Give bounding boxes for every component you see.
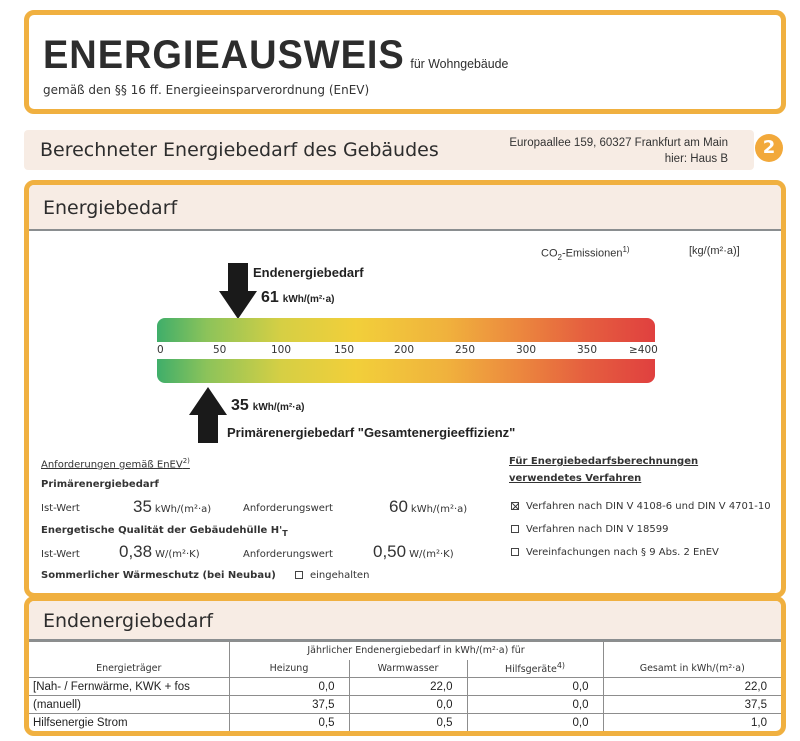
column-header-warmwasser: Warmwasser: [348, 659, 467, 678]
table-cell: 0,0: [466, 695, 604, 714]
primaerenergie-label: Primärenergiebedarf "Gesamtenergieeffizi…: [227, 425, 516, 440]
checkbox-icon[interactable]: [511, 548, 519, 556]
certificate-title: ENERGIEAUSWEIS für Wohngebäude: [43, 33, 508, 78]
table-cell: [Nah- / Fernwärme, KWK + fos: [29, 677, 230, 696]
energiebedarf-panel: Energiebedarf CO2-Emissionen1) [kg/(m²·a…: [24, 180, 786, 598]
panel-header: Energiebedarf: [29, 185, 781, 231]
table-row: [Nah- / Fernwärme, KWK + fos 0,0 22,0 0,…: [29, 677, 781, 696]
table-row: (manuell) 37,5 0,0 0,0 37,5: [29, 695, 781, 714]
tick-label: 100: [271, 344, 292, 356]
column-header-heizung: Heizung: [228, 659, 349, 678]
title-suffix: für Wohngebäude: [410, 56, 509, 71]
column-header: [602, 641, 781, 660]
anf-envelope-value: 0,50 W/(m²·K): [373, 542, 454, 561]
tick-label: ≥400: [629, 344, 658, 356]
primary-demand-label: Primärenergiebedarf: [41, 479, 159, 490]
anf-primary-value: 60 kWh/(m²·a): [389, 497, 468, 516]
address-line-1: Europaallee 159, 60327 Frankfurt am Main: [509, 137, 728, 149]
envelope-quality-label: Energetische Qualität der Gebäudehülle H…: [41, 525, 288, 538]
table-header-row: Energieträger Heizung Warmwasser Hilfsge…: [29, 659, 781, 678]
table-cell: 22,0: [602, 677, 781, 696]
table-row: Hilfsenergie Strom 0,5 0,5 0,0 1,0: [29, 713, 781, 731]
table-header-row: Jährlicher Endenergiebedarf in kWh/(m²·a…: [29, 641, 781, 660]
title-text: ENERGIEAUSWEIS: [43, 33, 405, 77]
efficiency-scale-upper: [157, 318, 655, 342]
endenergie-table: Jährlicher Endenergiebedarf in kWh/(m²·a…: [29, 641, 781, 731]
table-cell: 0,0: [348, 695, 468, 714]
section-heading: Berechneter Energiebedarf des Gebäudes: [40, 139, 439, 161]
group-header: Jährlicher Endenergiebedarf in kWh/(m²·a…: [228, 641, 604, 660]
endenergiebedarf-panel: Endenergiebedarf Jährlicher Endenergiebe…: [24, 596, 786, 736]
summer-protection-checkbox[interactable]: eingehalten: [295, 570, 369, 581]
tick-label: 200: [394, 344, 415, 356]
checked-checkbox-icon[interactable]: [511, 502, 519, 510]
address-line-2: hier: Haus B: [664, 153, 728, 165]
table-cell: 22,0: [348, 677, 468, 696]
tick-label: 0: [157, 344, 164, 356]
panel-header: Endenergiebedarf: [29, 601, 781, 641]
efficiency-scale-lower: [157, 359, 655, 383]
co2-emissions-unit: [kg/(m²·a)]: [689, 245, 740, 257]
procedure-title: Für Energiebedarfsberechnungen verwendet…: [509, 456, 699, 484]
anforderungswert-label: Anforderungswert: [243, 549, 333, 560]
co2-emissions-label: CO2-Emissionen1): [541, 245, 630, 262]
table-cell: 37,5: [602, 695, 781, 714]
panel-heading: Energiebedarf: [43, 197, 178, 219]
anforderungswert-label: Anforderungswert: [243, 503, 333, 514]
section-band: Berechneter Energiebedarf des Gebäudes E…: [24, 130, 754, 170]
table-cell: 0,0: [466, 677, 604, 696]
procedure-option-din-18599[interactable]: Verfahren nach DIN V 18599: [511, 524, 669, 535]
column-header-gesamt: Gesamt in kWh/(m²·a): [602, 659, 781, 678]
table-cell: 1,0: [602, 713, 781, 731]
endenergie-value: 61 kWh/(m²·a): [261, 289, 335, 306]
tick-label: 300: [516, 344, 537, 356]
panel-heading: Endenergiebedarf: [43, 610, 213, 632]
checkbox-icon[interactable]: [511, 525, 519, 533]
table-cell: 37,5: [228, 695, 350, 714]
column-header: [29, 641, 230, 660]
procedure-option-simplified[interactable]: Vereinfachungen nach § 9 Abs. 2 EnEV: [511, 547, 719, 558]
table-cell: 0,5: [228, 713, 350, 731]
building-address: Europaallee 159, 60327 Frankfurt am Main…: [509, 135, 728, 167]
tick-label: 150: [334, 344, 355, 356]
column-header-hilfsgeraete: Hilfsgeräte4): [466, 659, 604, 678]
page-number-badge: 2: [755, 134, 783, 162]
column-header-energietraeger: Energieträger: [29, 659, 230, 678]
endenergie-label: Endenergiebedarf: [253, 265, 364, 280]
ist-wert-label: Ist-Wert: [41, 549, 80, 560]
procedure-option-din-4108[interactable]: Verfahren nach DIN V 4108-6 und DIN V 47…: [511, 501, 771, 512]
table-cell: 0,0: [228, 677, 350, 696]
table-cell: 0,5: [348, 713, 468, 731]
tick-label: 350: [577, 344, 598, 356]
arrow-down-icon: [219, 263, 257, 319]
summer-protection-label: Sommerlicher Wärmeschutz (bei Neubau): [41, 570, 276, 581]
table-cell: 0,0: [466, 713, 604, 731]
ist-wert-label: Ist-Wert: [41, 503, 80, 514]
efficiency-scale-ticks: 0 50 100 150 200 250 300 350 ≥400: [157, 343, 667, 359]
checkbox-icon[interactable]: [295, 571, 303, 579]
ist-envelope-value: 0,38 W/(m²·K): [119, 542, 200, 561]
table-cell: Hilfsenergie Strom: [29, 713, 230, 731]
ist-primary-value: 35 kWh/(m²·a): [133, 497, 212, 516]
requirements-title: Anforderungen gemäß EnEV2): [41, 457, 190, 471]
certificate-subtitle: gemäß den §§ 16 ff. Energieeinsparverord…: [43, 83, 370, 97]
tick-label: 50: [213, 344, 227, 356]
table-cell: (manuell): [29, 695, 230, 714]
certificate-title-box: ENERGIEAUSWEIS für Wohngebäude gemäß den …: [24, 10, 786, 114]
tick-label: 250: [455, 344, 476, 356]
primaerenergie-value: 35 kWh/(m²·a): [231, 397, 305, 414]
arrow-up-icon: [189, 387, 227, 443]
